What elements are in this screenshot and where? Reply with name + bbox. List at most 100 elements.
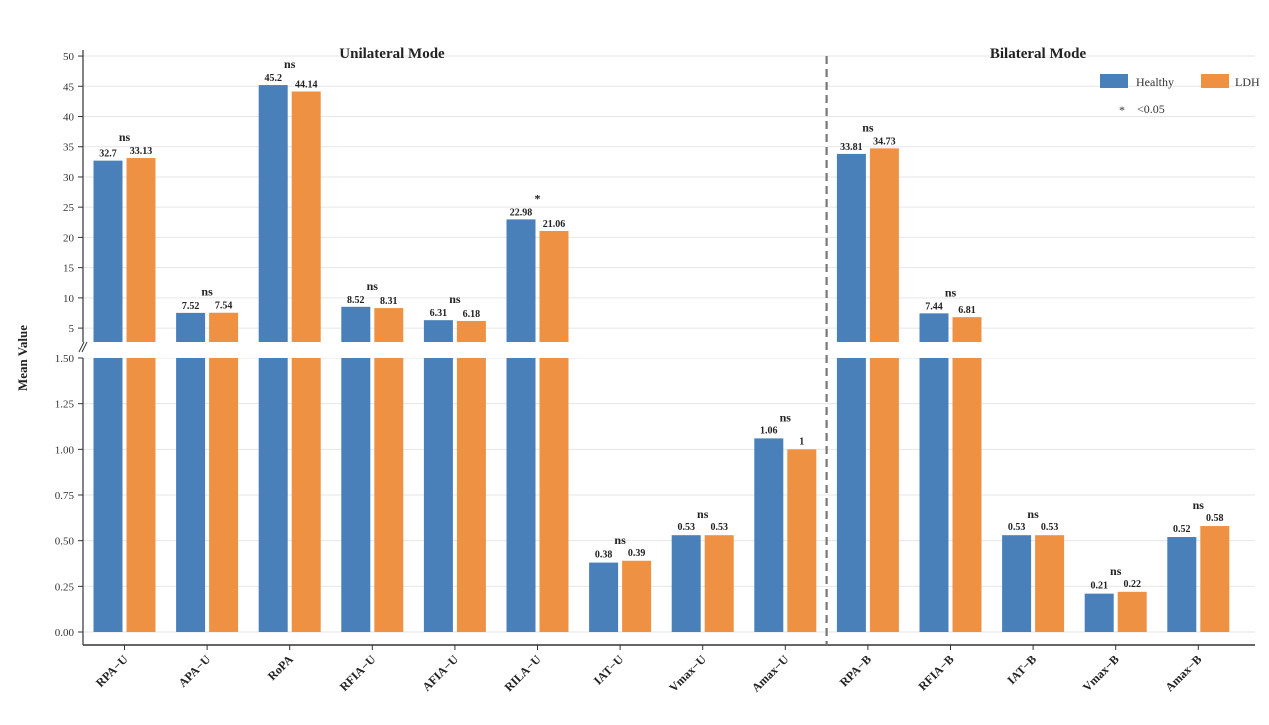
bar-lower-segment — [423, 358, 453, 632]
x-tick-label: Vmax−B — [1080, 652, 1122, 694]
axis-break-mark — [78, 341, 85, 353]
x-tick-label: RoPA — [265, 652, 296, 683]
bar-upper-segment — [539, 231, 569, 342]
bar — [704, 535, 734, 632]
x-tick-label: RFIA−U — [337, 652, 379, 694]
bar-upper-segment — [209, 312, 239, 342]
x-tick-label: RILA−U — [502, 652, 544, 694]
significance-legend-symbol: * — [1119, 103, 1125, 117]
legend-swatch-ldh — [1201, 74, 1229, 88]
x-tick-label: IAT−U — [591, 652, 627, 688]
bar-lower-segment — [374, 358, 404, 632]
legend-swatch-healthy — [1100, 74, 1128, 88]
y-tick-label: 0.00 — [55, 627, 75, 639]
bar-upper-segment — [341, 306, 371, 342]
bar-upper-segment — [258, 85, 288, 342]
y-tick-label: 25 — [63, 202, 75, 214]
y-tick-label: 1.25 — [55, 399, 75, 411]
bar-value-label: 7.54 — [215, 301, 233, 312]
bar-upper-segment — [506, 219, 536, 342]
significance-marker: ns — [1027, 507, 1039, 521]
bar — [1084, 593, 1114, 632]
legend: Healthy LDH * <0.05 — [1100, 74, 1260, 117]
bar-value-label: 0.52 — [1173, 524, 1191, 535]
bar-lower-segment — [836, 358, 866, 632]
y-tick-label: 30 — [63, 172, 75, 184]
significance-marker: ns — [945, 285, 957, 299]
bar-lower-segment — [506, 358, 536, 632]
x-tick-label: RFIA−B — [915, 652, 956, 693]
y-tick-label: 40 — [63, 112, 75, 124]
significance-marker: ns — [284, 57, 296, 71]
bar-upper-segment — [456, 320, 486, 342]
bar-value-label: 1.06 — [760, 425, 778, 436]
bar-value-label: 7.44 — [925, 301, 943, 312]
y-tick-label: 0.25 — [55, 581, 75, 593]
y-tick-label: 5 — [69, 323, 75, 335]
bar-upper-segment — [291, 91, 321, 342]
x-tick-label: Vmax−U — [666, 652, 709, 695]
bar-value-label: 44.14 — [295, 79, 318, 90]
significance-marker: ns — [614, 533, 626, 547]
bar-upper-segment — [126, 158, 156, 342]
x-tick-label: APA−U — [176, 652, 214, 690]
y-tick-label: 1.50 — [55, 353, 75, 365]
section-title-unilateral: Unilateral Mode — [339, 46, 445, 62]
significance-marker: ns — [367, 279, 379, 293]
bar-value-label: 34.73 — [873, 136, 896, 147]
bar-value-label: 0.53 — [677, 522, 695, 533]
y-tick-label: 50 — [63, 51, 75, 63]
bar-value-label: 8.52 — [347, 295, 365, 306]
y-tick-label: 15 — [63, 263, 75, 275]
x-tick-label: Amax−U — [749, 652, 792, 695]
bar-value-label: 0.22 — [1123, 579, 1141, 590]
bar — [1002, 535, 1032, 632]
bar-value-label: 33.13 — [130, 146, 153, 157]
bar-lower-segment — [456, 358, 486, 632]
x-tick-label: RPA−B — [837, 652, 874, 689]
bar-value-label: 6.18 — [463, 309, 481, 320]
bar-upper-segment — [176, 312, 206, 342]
bar-value-label: 0.53 — [1008, 522, 1026, 533]
x-tick-label: Amax−B — [1162, 652, 1204, 694]
bar-lower-segment — [93, 358, 123, 632]
bar — [589, 562, 619, 632]
bar-lower-segment — [126, 358, 156, 632]
significance-marker: ns — [780, 410, 792, 424]
y-tick-label: 0.50 — [55, 536, 75, 548]
significance-marker: ns — [201, 285, 213, 299]
bar-lower-segment — [869, 358, 899, 632]
bar-lower-segment — [952, 358, 982, 632]
axis-break-mark — [81, 341, 88, 353]
y-tick-label: 0.75 — [55, 490, 75, 502]
bar-upper-segment — [93, 160, 123, 342]
bar — [754, 438, 784, 632]
y-tick-label: 35 — [63, 142, 75, 154]
bar-value-label: 8.31 — [380, 296, 398, 307]
bar-lower-segment — [341, 358, 371, 632]
bar-value-label: 0.58 — [1206, 513, 1224, 524]
bar-value-label: 32.7 — [99, 149, 117, 160]
bar — [671, 535, 701, 632]
x-tick-label: IAT−B — [1004, 652, 1039, 687]
significance-marker: ns — [119, 130, 131, 144]
y-axis-label: Mean Value — [15, 325, 30, 391]
bar-lower-segment — [176, 358, 206, 632]
y-tick-label: 10 — [63, 293, 75, 305]
bar-lower-segment — [291, 358, 321, 632]
bar — [1167, 537, 1197, 632]
bar-lower-segment — [209, 358, 239, 632]
legend-label-ldh: LDH — [1235, 75, 1260, 89]
bar-value-label: 0.53 — [710, 522, 728, 533]
bar-value-label: 0.53 — [1041, 522, 1059, 533]
bar-value-label: 1 — [799, 436, 804, 447]
bar-upper-segment — [836, 153, 866, 342]
y-tick-label: 20 — [63, 232, 75, 244]
bar-upper-segment — [869, 148, 899, 342]
bar-value-label: 0.38 — [595, 550, 613, 561]
bar-lower-segment — [258, 358, 288, 632]
bar-upper-segment — [423, 320, 453, 342]
y-tick-label: 1.00 — [55, 444, 75, 456]
